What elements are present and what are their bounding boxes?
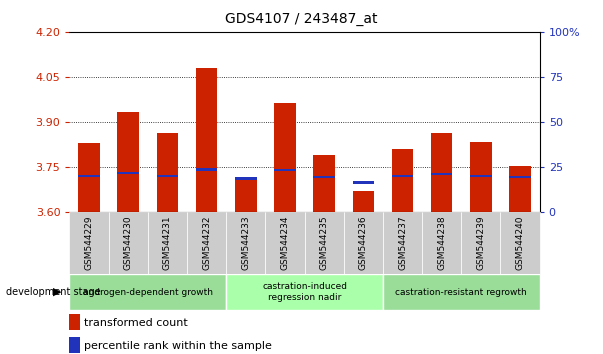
Text: GSM544237: GSM544237 [398, 216, 407, 270]
Bar [157, 175, 178, 177]
FancyBboxPatch shape [461, 212, 500, 274]
Text: GSM544232: GSM544232 [202, 216, 211, 270]
FancyBboxPatch shape [305, 212, 344, 274]
Bar [470, 142, 491, 212]
Text: GSM544230: GSM544230 [124, 216, 133, 270]
Text: GSM544231: GSM544231 [163, 216, 172, 270]
FancyBboxPatch shape [383, 274, 540, 310]
FancyBboxPatch shape [422, 212, 461, 274]
FancyBboxPatch shape [69, 212, 109, 274]
Text: castration-induced
regression nadir: castration-induced regression nadir [262, 282, 347, 302]
FancyBboxPatch shape [109, 212, 148, 274]
Text: GSM544234: GSM544234 [280, 216, 289, 270]
Text: percentile rank within the sample: percentile rank within the sample [84, 341, 273, 351]
Bar [235, 177, 256, 180]
FancyBboxPatch shape [148, 212, 187, 274]
Bar [510, 166, 531, 212]
Bar [78, 143, 99, 212]
Bar [470, 175, 491, 177]
Text: development stage: development stage [6, 287, 101, 297]
Bar [510, 176, 531, 178]
Bar [196, 68, 217, 212]
Bar [69, 337, 80, 353]
Bar [157, 133, 178, 212]
Bar [314, 176, 335, 178]
Bar [118, 112, 139, 212]
FancyBboxPatch shape [500, 212, 540, 274]
Bar [69, 314, 80, 331]
Text: GDS4107 / 243487_at: GDS4107 / 243487_at [226, 12, 377, 27]
Bar [431, 133, 452, 212]
FancyBboxPatch shape [69, 274, 226, 310]
Text: castration-resistant regrowth: castration-resistant regrowth [396, 287, 527, 297]
Text: androgen-dependent growth: androgen-dependent growth [83, 287, 213, 297]
FancyBboxPatch shape [187, 212, 226, 274]
Bar [235, 179, 256, 212]
FancyBboxPatch shape [383, 212, 422, 274]
Text: GSM544233: GSM544233 [241, 216, 250, 270]
Bar [353, 181, 374, 183]
Bar [431, 173, 452, 175]
Text: GSM544229: GSM544229 [84, 216, 93, 270]
Bar [78, 175, 99, 177]
FancyBboxPatch shape [265, 212, 305, 274]
Text: GSM544236: GSM544236 [359, 216, 368, 270]
FancyBboxPatch shape [226, 212, 265, 274]
FancyBboxPatch shape [344, 212, 383, 274]
Bar [392, 175, 413, 177]
Text: GSM544235: GSM544235 [320, 216, 329, 270]
FancyBboxPatch shape [226, 274, 383, 310]
Bar [274, 103, 295, 212]
Bar [353, 191, 374, 212]
Bar [196, 169, 217, 171]
Text: transformed count: transformed count [84, 318, 188, 328]
Text: ▶: ▶ [53, 287, 62, 297]
Text: GSM544240: GSM544240 [516, 216, 525, 270]
Text: GSM544239: GSM544239 [476, 216, 485, 270]
Bar [118, 172, 139, 175]
Bar [314, 155, 335, 212]
Bar [392, 149, 413, 212]
Text: GSM544238: GSM544238 [437, 216, 446, 270]
Bar [274, 169, 295, 171]
